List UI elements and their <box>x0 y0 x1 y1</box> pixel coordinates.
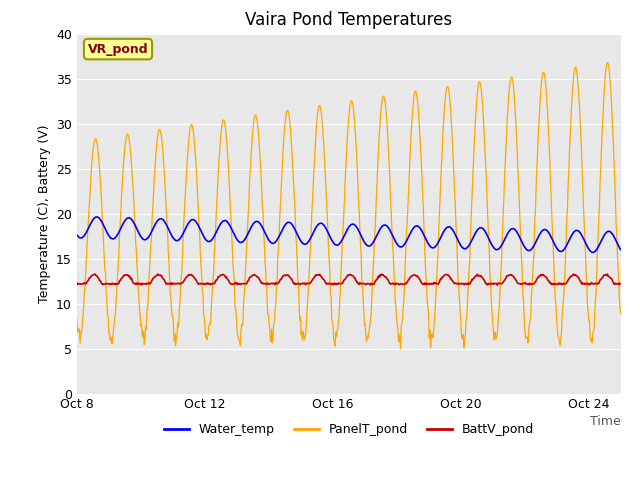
Text: VR_pond: VR_pond <box>88 43 148 56</box>
Title: Vaira Pond Temperatures: Vaira Pond Temperatures <box>245 11 452 29</box>
Y-axis label: Temperature (C), Battery (V): Temperature (C), Battery (V) <box>38 124 51 303</box>
Legend: Water_temp, PanelT_pond, BattV_pond: Water_temp, PanelT_pond, BattV_pond <box>159 419 539 441</box>
Text: Time: Time <box>590 415 621 428</box>
